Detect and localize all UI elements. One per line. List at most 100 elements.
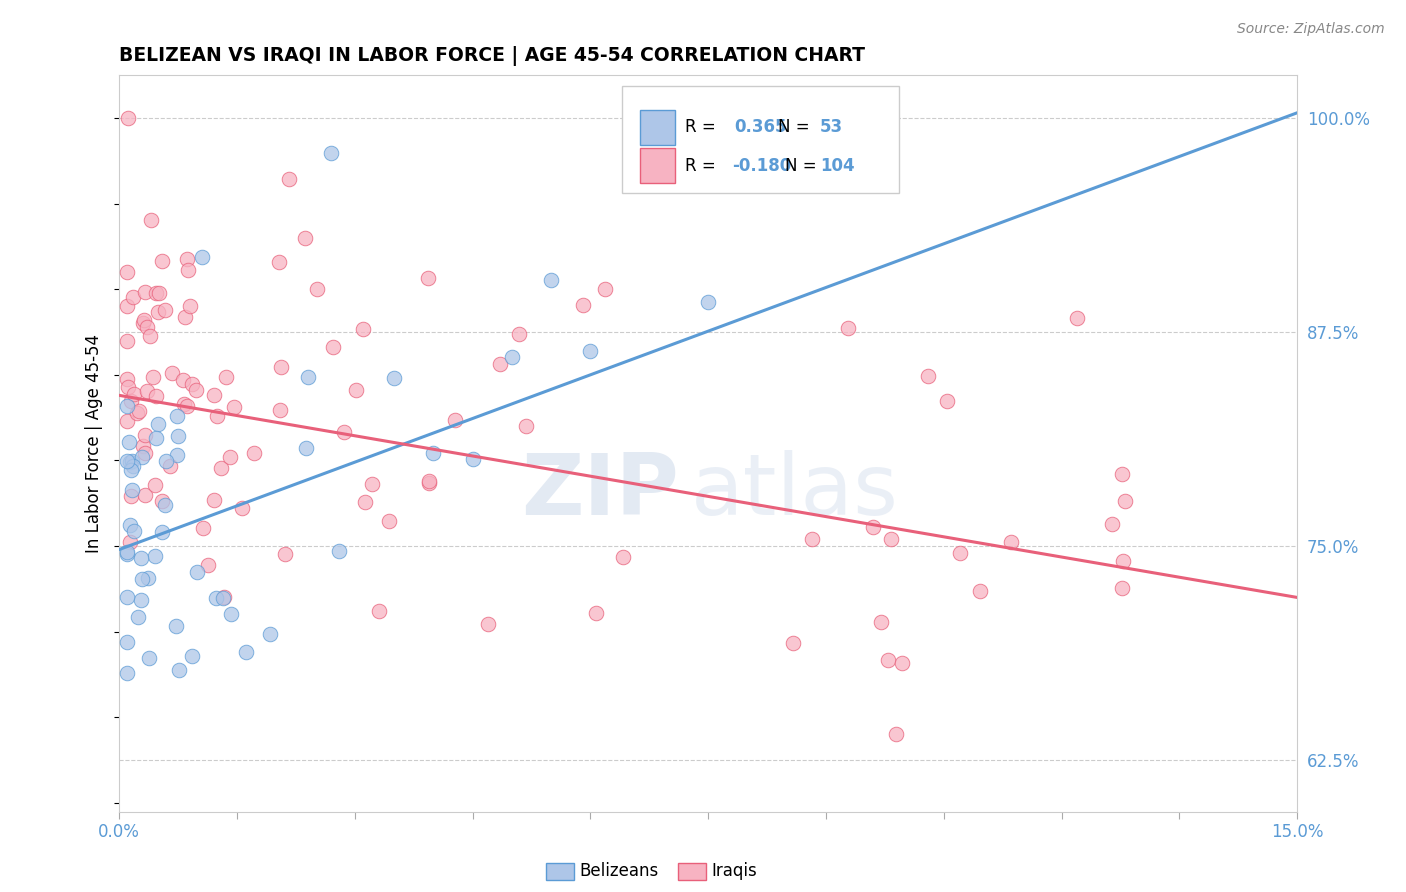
Point <box>890 656 912 670</box>
Point <box>418 474 440 488</box>
Point <box>132 439 155 453</box>
Point <box>444 413 467 427</box>
Point <box>477 617 499 632</box>
Point <box>115 265 138 279</box>
Point <box>115 300 138 314</box>
Point <box>205 591 228 606</box>
Point <box>361 477 384 491</box>
Point <box>155 303 177 318</box>
Point <box>135 320 157 334</box>
Point <box>150 524 173 539</box>
Text: 104: 104 <box>820 157 855 175</box>
Point <box>150 494 173 508</box>
Point <box>132 316 155 330</box>
Point <box>243 446 266 460</box>
Point <box>117 454 139 468</box>
Text: Source: ZipAtlas.com: Source: ZipAtlas.com <box>1237 22 1385 37</box>
Point <box>115 399 138 413</box>
Point <box>127 406 149 420</box>
Point <box>305 282 328 296</box>
Point <box>148 285 170 300</box>
Point <box>129 593 152 607</box>
Point <box>274 548 297 562</box>
Point <box>333 425 356 440</box>
Point <box>155 454 177 468</box>
Point <box>120 489 142 503</box>
Text: R =: R = <box>685 157 721 175</box>
Point <box>936 394 959 409</box>
Point <box>219 450 242 464</box>
Point <box>176 252 198 267</box>
Point <box>800 532 823 546</box>
Point <box>115 590 138 604</box>
Point <box>259 627 281 641</box>
Point <box>117 380 139 394</box>
Point <box>416 270 439 285</box>
Point <box>215 370 238 384</box>
Point <box>128 404 150 418</box>
Point <box>115 545 138 559</box>
Point <box>269 402 291 417</box>
Point <box>697 294 720 309</box>
Point <box>180 376 202 391</box>
Point <box>378 514 401 528</box>
Point <box>418 475 440 490</box>
Point <box>278 172 301 186</box>
Point <box>205 409 228 424</box>
Point <box>134 488 156 502</box>
Point <box>172 373 194 387</box>
Point <box>382 370 405 384</box>
Point <box>166 409 188 423</box>
Point <box>270 359 292 374</box>
Point <box>231 501 253 516</box>
Point <box>969 583 991 598</box>
Text: ZIP: ZIP <box>522 450 679 533</box>
Point <box>143 549 166 563</box>
Point <box>191 250 214 264</box>
Point <box>127 610 149 624</box>
Point <box>145 285 167 300</box>
Point <box>184 384 207 398</box>
Point <box>269 255 291 269</box>
Point <box>153 498 176 512</box>
Point <box>146 417 169 432</box>
Point <box>131 572 153 586</box>
Point <box>134 445 156 459</box>
Point <box>344 384 367 398</box>
Point <box>489 357 512 371</box>
Point <box>1112 554 1135 568</box>
Point <box>295 442 318 456</box>
Text: N =: N = <box>785 157 821 175</box>
Point <box>328 544 350 558</box>
Point <box>202 387 225 401</box>
Point <box>221 607 243 622</box>
Point <box>120 463 142 477</box>
Point <box>1111 467 1133 481</box>
Point <box>782 635 804 649</box>
Bar <box>640 148 675 184</box>
Point <box>115 334 138 349</box>
Point <box>174 310 197 324</box>
Text: BELIZEAN VS IRAQI IN LABOR FORCE | AGE 45-54 CORRELATION CHART: BELIZEAN VS IRAQI IN LABOR FORCE | AGE 4… <box>120 46 865 66</box>
Point <box>572 298 595 312</box>
Point <box>142 370 165 384</box>
Point <box>117 111 139 125</box>
Point <box>297 369 319 384</box>
Point <box>235 645 257 659</box>
Point <box>353 495 375 509</box>
Point <box>167 429 190 443</box>
Point <box>1101 517 1123 532</box>
Point <box>884 726 907 740</box>
Point <box>186 565 208 579</box>
Point <box>160 366 183 380</box>
Point <box>115 666 138 681</box>
Point <box>294 231 316 245</box>
Point <box>862 519 884 533</box>
Point <box>120 393 142 408</box>
Point <box>134 285 156 300</box>
Point <box>122 386 145 401</box>
Point <box>515 419 537 434</box>
Point <box>322 340 344 354</box>
Point <box>139 329 162 343</box>
Point <box>197 558 219 572</box>
